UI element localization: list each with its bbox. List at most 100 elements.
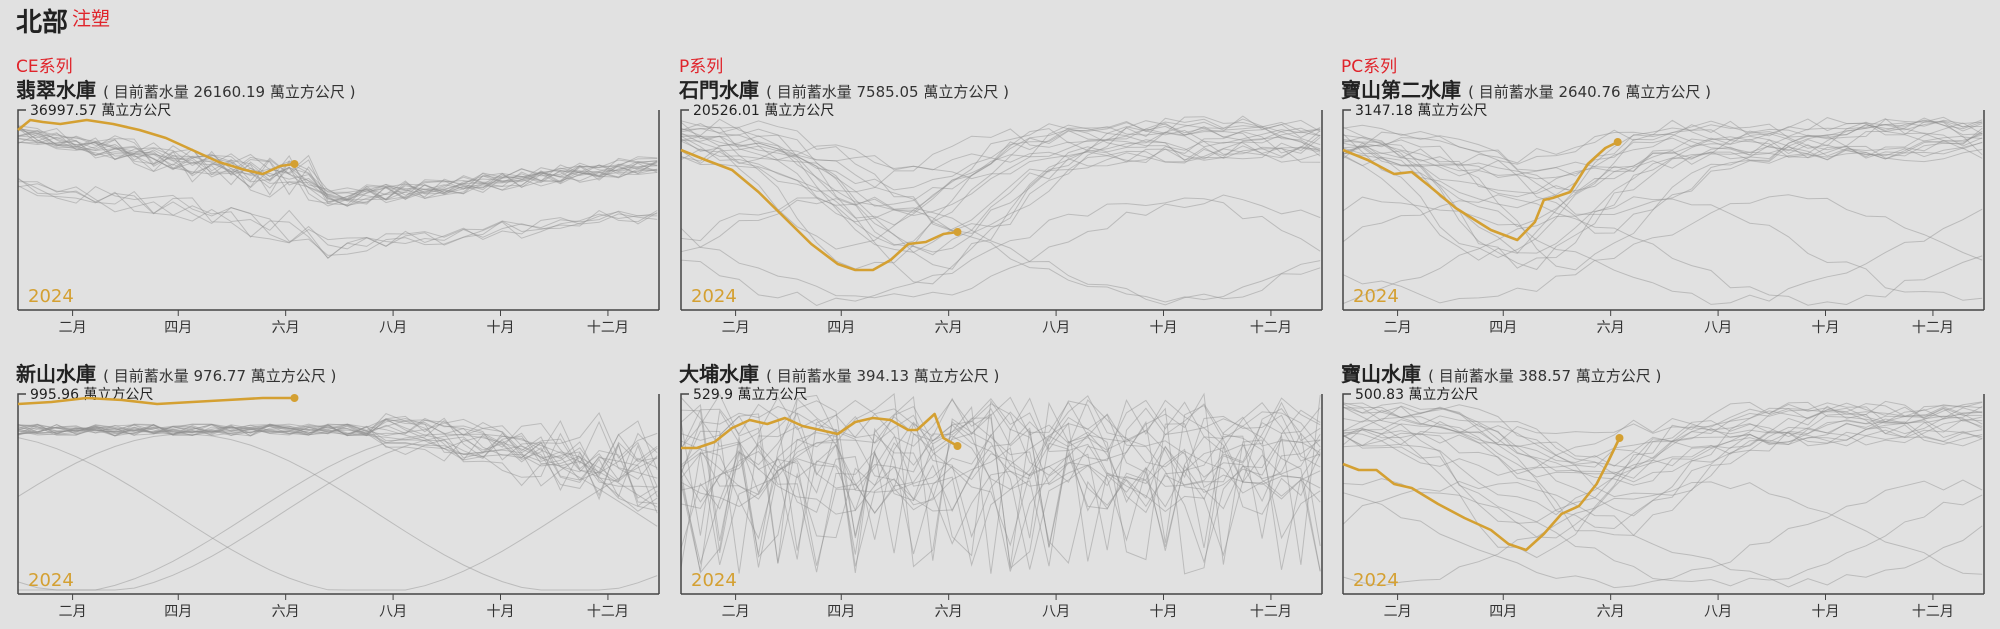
storage-suffix: 萬立方公尺 ) bbox=[923, 83, 1009, 101]
x-tick-label: 十月 bbox=[1812, 604, 1840, 620]
chart-panel-baoshan-2: PC系列 寶山第二水庫 ( 目前蓄水量 2640.76 萬立方公尺 ) 3147… bbox=[1341, 52, 1986, 336]
reservoir-title: 寶山水庫 ( 目前蓄水量 388.57 萬立方公尺 ) bbox=[1341, 358, 1661, 387]
history-line bbox=[17, 125, 658, 202]
history-lines bbox=[17, 125, 658, 260]
history-line bbox=[1342, 194, 1983, 306]
history-line bbox=[680, 399, 1321, 575]
history-line bbox=[17, 185, 658, 259]
history-line bbox=[1342, 411, 1983, 458]
storage-text: ( 目前蓄水量 976.77 萬立方公尺 ) bbox=[103, 367, 336, 385]
history-line bbox=[17, 424, 658, 481]
history-line bbox=[17, 415, 658, 507]
current-year-line bbox=[1342, 140, 1619, 242]
notes-link[interactable]: 注塑 bbox=[72, 8, 111, 30]
x-tick-label: 四月 bbox=[1489, 320, 1517, 336]
series-label: CE系列 bbox=[16, 57, 73, 77]
history-line bbox=[680, 121, 1321, 253]
x-tick-label: 八月 bbox=[1704, 320, 1732, 336]
y-axis bbox=[680, 393, 689, 594]
history-line bbox=[1342, 116, 1983, 228]
max-capacity-label: 20526.01 萬立方公尺 bbox=[693, 103, 834, 119]
x-tick-label: 十月 bbox=[487, 604, 515, 620]
history-line bbox=[1342, 122, 1983, 166]
storage-prefix: ( 目前蓄水量 bbox=[103, 83, 189, 101]
storage-prefix: ( 目前蓄水量 bbox=[1428, 367, 1514, 385]
history-line bbox=[1342, 120, 1983, 209]
storage-value: 394.13 bbox=[856, 367, 910, 385]
history-line bbox=[680, 414, 1321, 561]
current-year-line bbox=[17, 396, 295, 406]
history-line bbox=[1342, 117, 1983, 172]
x-tick-label: 八月 bbox=[379, 320, 407, 336]
history-line bbox=[17, 433, 658, 591]
history-line bbox=[17, 128, 658, 206]
history-line bbox=[17, 133, 658, 200]
x-tick-label: 六月 bbox=[935, 320, 963, 336]
history-line bbox=[17, 132, 658, 205]
storage-prefix: ( 目前蓄水量 bbox=[766, 83, 852, 101]
history-lines bbox=[1342, 400, 1983, 589]
history-line bbox=[1342, 196, 1983, 305]
history-line bbox=[17, 419, 658, 487]
history-line bbox=[680, 415, 1321, 573]
reservoir-title: 新山水庫 ( 目前蓄水量 976.77 萬立方公尺 ) bbox=[16, 358, 336, 387]
history-line bbox=[680, 396, 1321, 515]
max-capacity-label: 500.83 萬立方公尺 bbox=[1355, 387, 1478, 403]
history-line bbox=[1342, 117, 1983, 198]
history-line bbox=[1342, 418, 1983, 447]
chart-panel-feitsui: CE系列 翡翠水庫 ( 目前蓄水量 26160.19 萬立方公尺 ) 36997… bbox=[16, 52, 661, 336]
history-line bbox=[1342, 118, 1983, 269]
history-line bbox=[680, 393, 1321, 564]
year-label: 2024 bbox=[1353, 570, 1399, 591]
current-value-dot bbox=[290, 394, 299, 402]
storage-prefix: ( 目前蓄水量 bbox=[103, 367, 189, 385]
history-line bbox=[1342, 407, 1983, 476]
history-line bbox=[17, 125, 658, 201]
x-tick-label: 四月 bbox=[1489, 604, 1517, 620]
history-line bbox=[17, 417, 658, 499]
x-tick-label: 四月 bbox=[164, 604, 192, 620]
history-line bbox=[1342, 404, 1983, 498]
history-line bbox=[1342, 127, 1983, 261]
y-axis bbox=[1342, 109, 1351, 310]
history-line bbox=[17, 419, 658, 499]
history-line bbox=[1342, 401, 1983, 523]
series-label: P系列 bbox=[679, 57, 724, 77]
chart-panel-tapu: 大埔水庫 ( 目前蓄水量 394.13 萬立方公尺 ) 529.9 萬立方公尺二… bbox=[679, 336, 1324, 620]
history-line bbox=[17, 433, 658, 591]
history-line bbox=[18, 433, 658, 591]
history-line bbox=[680, 121, 1321, 270]
history-line bbox=[680, 397, 1321, 572]
history-line bbox=[680, 397, 1321, 553]
storage-value: 388.57 bbox=[1518, 367, 1572, 385]
history-line bbox=[680, 116, 1321, 270]
current-value-dot bbox=[953, 228, 962, 236]
history-line bbox=[1342, 119, 1983, 172]
chart-panel-hsinshan: 新山水庫 ( 目前蓄水量 976.77 萬立方公尺 ) 995.96 萬立方公尺… bbox=[16, 336, 661, 620]
max-capacity-label: 36997.57 萬立方公尺 bbox=[30, 103, 171, 119]
history-line bbox=[680, 129, 1321, 171]
reservoir-title: 寶山第二水庫 ( 目前蓄水量 2640.76 萬立方公尺 ) bbox=[1341, 74, 1711, 103]
history-line bbox=[680, 123, 1321, 223]
history-line bbox=[17, 419, 658, 480]
history-line bbox=[17, 127, 658, 200]
current-year-line bbox=[1342, 437, 1621, 552]
x-tick-label: 四月 bbox=[164, 320, 192, 336]
x-tick-label: 四月 bbox=[827, 320, 855, 336]
history-line bbox=[17, 418, 658, 487]
history-line bbox=[1342, 401, 1983, 539]
history-line bbox=[680, 399, 1321, 567]
x-tick-label: 十二月 bbox=[587, 320, 629, 336]
year-label: 2024 bbox=[28, 570, 74, 591]
history-line bbox=[17, 139, 658, 201]
reservoir-name: 寶山水庫 bbox=[1341, 362, 1421, 386]
reservoir-name: 石門水庫 bbox=[679, 78, 759, 102]
current-value-dot bbox=[1615, 434, 1624, 442]
history-line bbox=[680, 392, 1321, 572]
history-line bbox=[1342, 119, 1983, 234]
history-line bbox=[1342, 403, 1983, 530]
storage-value: 26160.19 bbox=[193, 83, 266, 101]
x-tick-label: 六月 bbox=[1597, 604, 1625, 620]
history-line bbox=[1342, 118, 1983, 271]
